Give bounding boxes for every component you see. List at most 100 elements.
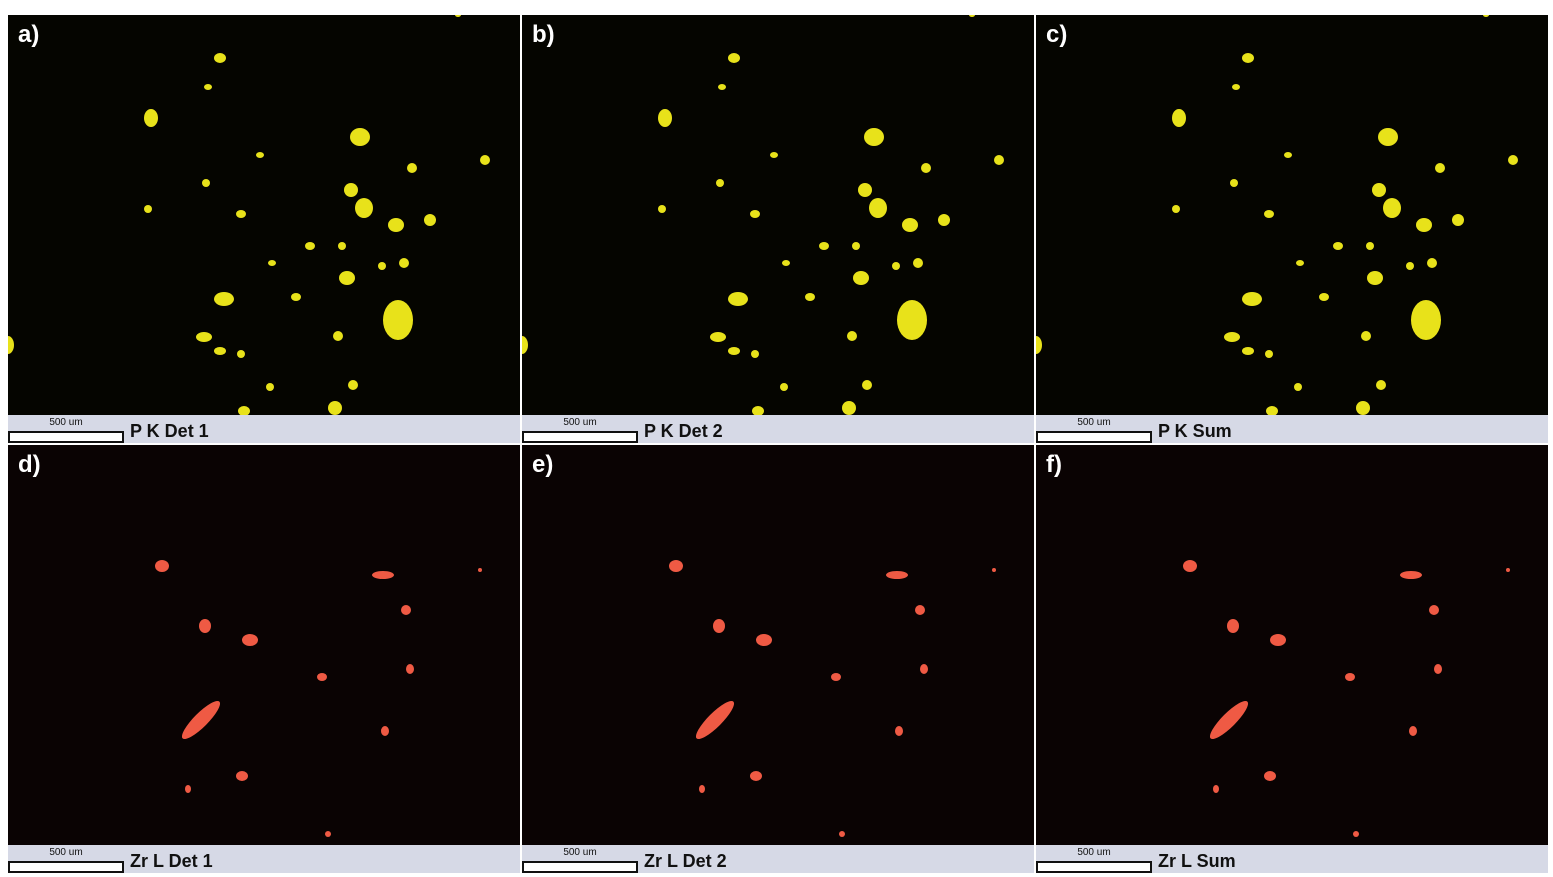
grain xyxy=(1232,84,1240,90)
grain xyxy=(372,571,394,579)
grain xyxy=(1406,262,1414,270)
grain xyxy=(348,380,358,390)
grain xyxy=(317,673,327,681)
grain xyxy=(780,383,788,391)
grain xyxy=(713,619,725,633)
grain xyxy=(716,179,724,187)
panel-letter: f) xyxy=(1046,451,1062,478)
map-title: P K Sum xyxy=(1158,421,1232,441)
grain xyxy=(256,152,264,158)
grain xyxy=(969,15,975,17)
grain xyxy=(388,218,404,232)
element-map xyxy=(1036,15,1548,415)
grain xyxy=(1506,568,1510,572)
grain xyxy=(424,214,436,226)
grain xyxy=(1270,634,1286,646)
grain xyxy=(236,210,246,218)
panel-letter: c) xyxy=(1046,21,1068,48)
grain xyxy=(1353,831,1359,837)
grain xyxy=(805,293,815,301)
grain xyxy=(1172,205,1180,213)
grain xyxy=(1366,242,1374,250)
grain xyxy=(8,336,14,354)
grain xyxy=(1367,271,1383,285)
grain xyxy=(1284,152,1292,158)
grain xyxy=(1409,726,1417,736)
grain xyxy=(1411,300,1441,340)
map-title: Zr L Det 2 xyxy=(644,851,727,871)
grain xyxy=(913,258,923,268)
grain xyxy=(407,163,417,173)
grain xyxy=(858,183,872,197)
element-map xyxy=(522,15,1034,415)
scale-bar xyxy=(522,861,638,873)
scale-bar xyxy=(1036,431,1152,443)
caption-bar: 500 um Zr L Det 2 xyxy=(522,845,1034,873)
grain xyxy=(266,383,274,391)
grain xyxy=(892,262,900,270)
grain xyxy=(480,155,490,165)
caption-bar: 500 um P K Sum xyxy=(1036,415,1548,443)
panel-letter: b) xyxy=(532,21,555,48)
grain xyxy=(1434,664,1442,674)
grain xyxy=(181,700,221,740)
grain xyxy=(699,785,705,793)
grain xyxy=(1508,155,1518,165)
grain xyxy=(839,831,845,837)
map-panel: c) 500 um P K Sum xyxy=(1036,15,1548,443)
element-map xyxy=(8,445,520,845)
grain xyxy=(895,726,903,736)
grain xyxy=(869,198,887,218)
grain xyxy=(350,128,370,146)
grain xyxy=(886,571,908,579)
grain xyxy=(291,293,301,301)
scale-bar xyxy=(8,431,124,443)
grain xyxy=(938,214,950,226)
scale-label: 500 um xyxy=(49,847,83,858)
grain xyxy=(522,336,528,354)
grain xyxy=(1183,560,1197,572)
map-title: Zr L Det 1 xyxy=(130,851,213,871)
grain xyxy=(658,205,666,213)
scale-label: 500 um xyxy=(1077,847,1111,858)
grain xyxy=(1294,383,1302,391)
grain xyxy=(1230,179,1238,187)
grain xyxy=(994,155,1004,165)
grain xyxy=(718,84,726,90)
grain xyxy=(338,242,346,250)
scale-label: 500 um xyxy=(49,417,83,428)
grain xyxy=(1172,109,1186,127)
grain xyxy=(344,183,358,197)
grain xyxy=(1372,183,1386,197)
grain xyxy=(1227,619,1239,633)
grain xyxy=(853,271,869,285)
grain xyxy=(1264,210,1274,218)
grain xyxy=(268,260,276,266)
map-title: P K Det 1 xyxy=(130,421,209,441)
panel-letter: e) xyxy=(532,451,554,478)
grain xyxy=(1400,571,1422,579)
grain xyxy=(1242,292,1262,306)
scale-label: 500 um xyxy=(563,847,597,858)
grain xyxy=(144,109,158,127)
grain xyxy=(1209,700,1249,740)
grain xyxy=(1361,331,1371,341)
grain xyxy=(1265,350,1273,358)
grain xyxy=(658,109,672,127)
map-panel: a) 500 um P K Det 1 xyxy=(8,15,520,443)
grain xyxy=(921,163,931,173)
grain xyxy=(238,406,250,415)
grain xyxy=(669,560,683,572)
grain xyxy=(328,401,342,415)
grain xyxy=(770,152,778,158)
grain xyxy=(992,568,996,572)
grain xyxy=(750,771,762,781)
grain xyxy=(214,347,226,355)
grain xyxy=(305,242,315,250)
grain xyxy=(1264,771,1276,781)
caption-bar: 500 um Zr L Det 1 xyxy=(8,845,520,873)
grain xyxy=(333,331,343,341)
grain xyxy=(236,771,248,781)
grain xyxy=(852,242,860,250)
grain xyxy=(920,664,928,674)
